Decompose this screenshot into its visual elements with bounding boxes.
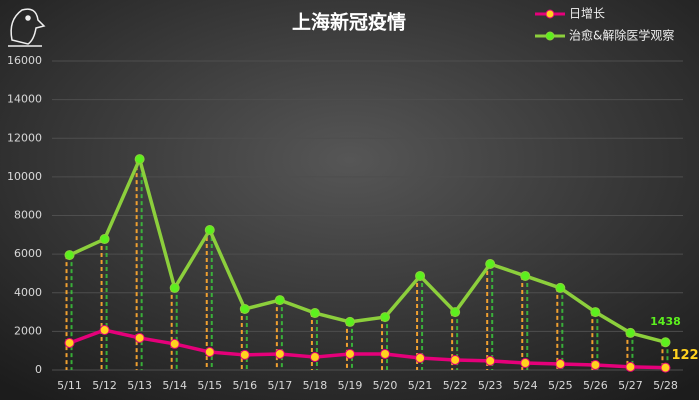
point	[415, 353, 426, 364]
point	[450, 354, 461, 365]
x-tick-label: 5/23	[478, 379, 503, 392]
y-tick-label: 10000	[7, 170, 42, 183]
point	[520, 270, 531, 281]
legend-marker	[545, 9, 555, 19]
x-tick-label: 5/16	[232, 379, 257, 392]
point	[450, 307, 461, 318]
point	[64, 250, 75, 261]
x-tick-label: 5/15	[197, 379, 222, 392]
point	[204, 347, 215, 358]
x-tick-label: 5/28	[653, 379, 678, 392]
x-tick-label: 5/11	[57, 379, 82, 392]
point	[520, 358, 531, 369]
x-tick-label: 5/13	[127, 379, 152, 392]
x-tick-label: 5/22	[443, 379, 468, 392]
y-tick-label: 0	[35, 363, 42, 376]
x-tick-label: 5/17	[268, 379, 293, 392]
point	[344, 316, 355, 327]
series-line	[68, 157, 666, 344]
point	[625, 327, 636, 338]
point	[380, 348, 391, 359]
y-tick-label: 16000	[7, 54, 42, 67]
point	[99, 234, 110, 245]
point	[309, 352, 320, 363]
point	[204, 224, 215, 235]
x-tick-label: 5/12	[92, 379, 117, 392]
series-line	[68, 328, 666, 370]
x-tick-label: 5/20	[373, 379, 398, 392]
point	[274, 295, 285, 306]
legend-label: 治愈&解除医学观察	[569, 28, 674, 43]
y-tick-label: 4000	[14, 286, 42, 299]
point	[134, 154, 145, 165]
legend-label: 日增长	[569, 7, 605, 21]
point	[344, 348, 355, 359]
point	[274, 348, 285, 359]
point	[169, 282, 180, 293]
y-tick-label: 14000	[7, 93, 42, 106]
y-tick-label: 8000	[14, 209, 42, 222]
point	[555, 359, 566, 370]
point	[309, 308, 320, 319]
logo	[8, 8, 46, 47]
x-tick-label: 5/18	[303, 379, 328, 392]
point	[625, 361, 636, 372]
data-label: 1438	[650, 315, 681, 328]
chart-title: 上海新冠疫情	[292, 11, 406, 34]
x-tick-label: 5/14	[162, 379, 187, 392]
point	[660, 362, 671, 373]
point	[555, 282, 566, 293]
x-tick-label: 5/27	[618, 379, 643, 392]
point	[239, 303, 250, 314]
point	[485, 258, 496, 269]
x-tick-label: 5/26	[583, 379, 608, 392]
point	[169, 338, 180, 349]
y-tick-label: 12000	[7, 131, 42, 144]
x-tick-label: 5/19	[338, 379, 363, 392]
x-tick-label: 5/21	[408, 379, 433, 392]
point	[239, 349, 250, 360]
point	[380, 312, 391, 323]
y-tick-label: 2000	[14, 324, 42, 337]
x-tick-label: 5/25	[548, 379, 573, 392]
point	[415, 270, 426, 281]
legend-marker	[545, 31, 555, 41]
point	[64, 337, 75, 348]
point	[134, 332, 145, 343]
y-tick-label: 6000	[14, 247, 42, 260]
data-label: 122	[671, 348, 698, 363]
point	[660, 337, 671, 348]
point	[590, 359, 601, 370]
point	[590, 307, 601, 318]
point	[99, 325, 110, 336]
x-tick-label: 5/24	[513, 379, 538, 392]
point	[485, 355, 496, 366]
